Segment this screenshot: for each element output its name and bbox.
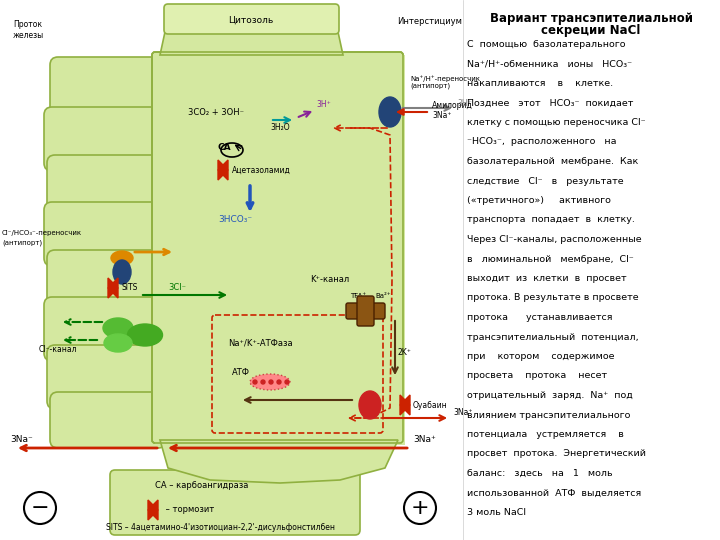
- Text: протока. В результате в просвете: протока. В результате в просвете: [467, 294, 639, 302]
- Text: 3H⁺: 3H⁺: [316, 100, 330, 109]
- Text: CA: CA: [218, 143, 232, 152]
- Text: TFA⁺: TFA⁺: [350, 293, 366, 299]
- Text: 3Na⁺: 3Na⁺: [413, 435, 436, 444]
- FancyBboxPatch shape: [47, 345, 166, 409]
- Text: Cl⁻-канал: Cl⁻-канал: [39, 345, 77, 354]
- Text: С  помощью  базолатерального: С помощью базолатерального: [467, 40, 626, 49]
- FancyBboxPatch shape: [357, 296, 374, 326]
- Text: +: +: [410, 498, 429, 518]
- Ellipse shape: [113, 260, 131, 284]
- Text: SITS: SITS: [122, 284, 138, 293]
- FancyBboxPatch shape: [50, 392, 166, 448]
- Text: Цитозоль: Цитозоль: [228, 16, 274, 24]
- Text: («третичного»)     активного: («третичного») активного: [467, 196, 611, 205]
- Circle shape: [24, 492, 56, 524]
- Text: использованной  АТФ  выделяется: использованной АТФ выделяется: [467, 489, 642, 497]
- Text: просвет  протока.  Энергетический: просвет протока. Энергетический: [467, 449, 646, 458]
- Text: АТФ: АТФ: [232, 368, 250, 377]
- Text: выходит  из  клетки  в  просвет: выходит из клетки в просвет: [467, 274, 626, 283]
- Text: Позднее   этот   HCO₃⁻  покидает: Позднее этот HCO₃⁻ покидает: [467, 98, 634, 107]
- Text: базолатеральной  мембране.  Как: базолатеральной мембране. Как: [467, 157, 638, 166]
- Text: 2K⁺: 2K⁺: [398, 348, 412, 357]
- Text: −: −: [31, 498, 49, 518]
- Text: Вариант трансэпителиальной: Вариант трансэпителиальной: [490, 12, 693, 25]
- Ellipse shape: [103, 318, 133, 338]
- FancyBboxPatch shape: [50, 57, 166, 123]
- Text: 3CO₂ + 3OH⁻: 3CO₂ + 3OH⁻: [188, 108, 244, 117]
- Polygon shape: [108, 278, 118, 298]
- Polygon shape: [160, 440, 398, 483]
- Circle shape: [285, 380, 289, 384]
- FancyBboxPatch shape: [47, 250, 166, 314]
- Text: при    котором    содержимое: при котором содержимое: [467, 352, 614, 361]
- Text: следствие   Cl⁻   в   результате: следствие Cl⁻ в результате: [467, 177, 624, 186]
- Ellipse shape: [104, 334, 132, 352]
- Text: 3Na⁺: 3Na⁺: [453, 408, 472, 417]
- Circle shape: [404, 492, 436, 524]
- Text: отрицательный  заряд.  Na⁺  под: отрицательный заряд. Na⁺ под: [467, 391, 633, 400]
- Text: Через Cl⁻-каналы, расположенные: Через Cl⁻-каналы, расположенные: [467, 235, 642, 244]
- Text: Проток
железы: Проток железы: [12, 20, 44, 40]
- Ellipse shape: [111, 251, 133, 265]
- Text: 3Cl⁻: 3Cl⁻: [168, 283, 186, 292]
- FancyBboxPatch shape: [47, 155, 166, 219]
- Polygon shape: [148, 500, 158, 520]
- Text: трансэпителиальный  потенциал,: трансэпителиальный потенциал,: [467, 333, 639, 341]
- Text: потенциала   устремляется    в: потенциала устремляется в: [467, 430, 624, 439]
- Text: баланс:   здесь   на   1   моль: баланс: здесь на 1 моль: [467, 469, 613, 478]
- Text: 3Na⁺: 3Na⁺: [432, 111, 451, 120]
- Text: 3 моль NaCl: 3 моль NaCl: [467, 508, 526, 517]
- Text: CA – карбоангидраза: CA – карбоангидраза: [155, 481, 248, 490]
- Text: 3HCO₃⁻: 3HCO₃⁻: [218, 215, 252, 224]
- Text: протока      устанавливается: протока устанавливается: [467, 313, 613, 322]
- Text: K⁺-канал: K⁺-канал: [310, 275, 349, 284]
- Text: Амилорид: Амилорид: [432, 101, 473, 110]
- Polygon shape: [160, 18, 343, 55]
- Text: 3H⁺: 3H⁺: [457, 99, 472, 108]
- Ellipse shape: [359, 391, 381, 419]
- Text: SITS – 4ацетамино-4'изотиоциан-2,2'-дисульфонстилбен: SITS – 4ацетамино-4'изотиоциан-2,2'-дису…: [106, 523, 335, 532]
- Text: Oуабаин: Oуабаин: [413, 401, 448, 409]
- FancyBboxPatch shape: [110, 470, 360, 535]
- Polygon shape: [108, 278, 118, 298]
- FancyBboxPatch shape: [44, 297, 166, 361]
- Ellipse shape: [127, 324, 163, 346]
- Text: Na⁺/H⁺-обменника   ионы   HCO₃⁻: Na⁺/H⁺-обменника ионы HCO₃⁻: [467, 59, 632, 69]
- Circle shape: [277, 380, 281, 384]
- Ellipse shape: [379, 97, 401, 127]
- FancyBboxPatch shape: [152, 52, 403, 443]
- Text: клетку с помощью переносчика Cl⁻: клетку с помощью переносчика Cl⁻: [467, 118, 646, 127]
- Text: Na⁺/K⁺-АТФаза: Na⁺/K⁺-АТФаза: [228, 338, 292, 347]
- Bar: [155, 55, 405, 445]
- Text: накапливаются    в    клетке.: накапливаются в клетке.: [467, 79, 613, 88]
- Text: Ацетазоламид: Ацетазоламид: [232, 165, 291, 174]
- Text: ⁻HCO₃⁻,  расположенного   на: ⁻HCO₃⁻, расположенного на: [467, 138, 616, 146]
- Polygon shape: [218, 160, 228, 180]
- Polygon shape: [218, 160, 228, 180]
- Text: Ba²⁺: Ba²⁺: [375, 293, 391, 299]
- Text: Интерстициум: Интерстициум: [397, 17, 462, 26]
- Circle shape: [261, 380, 265, 384]
- Text: секреции NaCl: секреции NaCl: [541, 24, 641, 37]
- Text: Cl⁻/HCO₃⁻-переносчик: Cl⁻/HCO₃⁻-переносчик: [2, 230, 82, 236]
- Circle shape: [253, 380, 257, 384]
- Text: просвета    протока    несет: просвета протока несет: [467, 372, 607, 381]
- FancyBboxPatch shape: [44, 202, 166, 266]
- Polygon shape: [400, 395, 410, 415]
- Text: влиянием трансэпителиального: влиянием трансэпителиального: [467, 410, 631, 420]
- Text: – тормозит: – тормозит: [163, 505, 215, 515]
- Text: транспорта  попадает  в  клетку.: транспорта попадает в клетку.: [467, 215, 635, 225]
- FancyBboxPatch shape: [164, 4, 339, 34]
- Ellipse shape: [250, 374, 290, 390]
- Circle shape: [269, 380, 273, 384]
- Text: Na⁺/H⁺-переносчик
(антипорт): Na⁺/H⁺-переносчик (антипорт): [410, 75, 480, 89]
- Polygon shape: [148, 500, 158, 520]
- FancyBboxPatch shape: [44, 107, 166, 171]
- FancyBboxPatch shape: [346, 303, 385, 319]
- Text: 3H₂O: 3H₂O: [270, 123, 289, 132]
- Text: в   люминальной   мембране,  Cl⁻: в люминальной мембране, Cl⁻: [467, 254, 634, 264]
- Text: 3Na⁻: 3Na⁻: [10, 435, 32, 444]
- Polygon shape: [400, 395, 410, 415]
- Text: (антипорт): (антипорт): [2, 240, 42, 246]
